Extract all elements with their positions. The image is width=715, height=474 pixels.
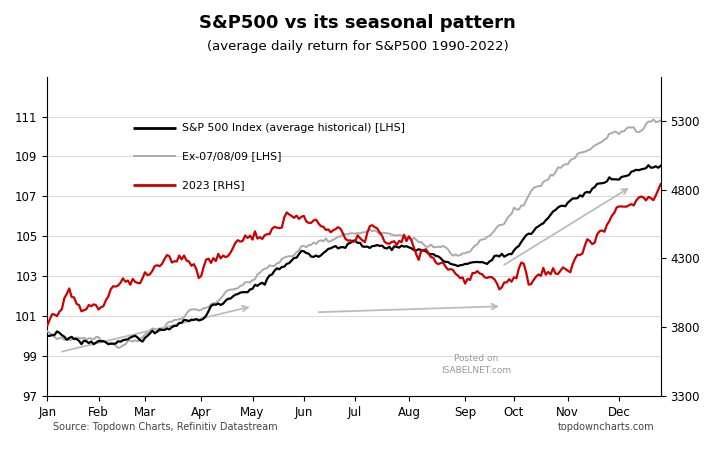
- Text: 2023 [RHS]: 2023 [RHS]: [182, 180, 245, 190]
- Text: (average daily return for S&P500 1990-2022): (average daily return for S&P500 1990-20…: [207, 40, 508, 53]
- Text: Posted on
ISABELNET.com: Posted on ISABELNET.com: [442, 354, 512, 374]
- Text: Ex-07/08/09 [LHS]: Ex-07/08/09 [LHS]: [182, 152, 282, 162]
- Text: Source: Topdown Charts, Refinitiv Datastream: Source: Topdown Charts, Refinitiv Datast…: [54, 422, 278, 432]
- Text: topdowncharts.com: topdowncharts.com: [558, 422, 654, 432]
- Text: S&P500 vs its seasonal pattern: S&P500 vs its seasonal pattern: [199, 14, 516, 32]
- Text: S&P 500 Index (average historical) [LHS]: S&P 500 Index (average historical) [LHS]: [182, 123, 405, 133]
